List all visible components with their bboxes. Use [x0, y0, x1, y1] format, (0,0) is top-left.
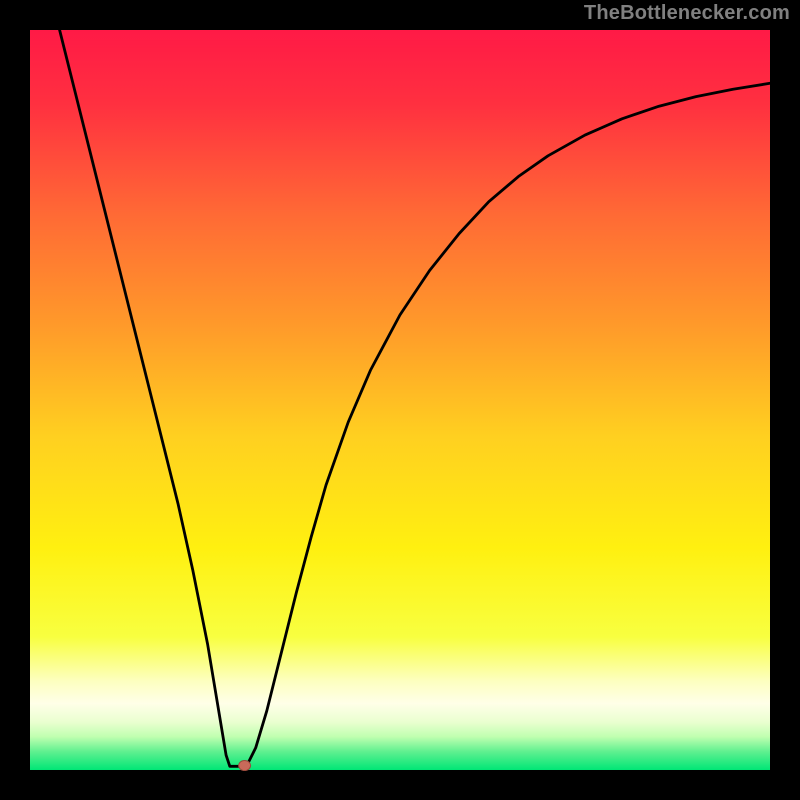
gradient-background [30, 30, 770, 770]
plot-area [30, 30, 770, 771]
valley-marker [239, 761, 251, 771]
chart-svg [0, 0, 800, 800]
chart-container: TheBottlenecker.com [0, 0, 800, 800]
watermark-text: TheBottlenecker.com [584, 2, 790, 25]
